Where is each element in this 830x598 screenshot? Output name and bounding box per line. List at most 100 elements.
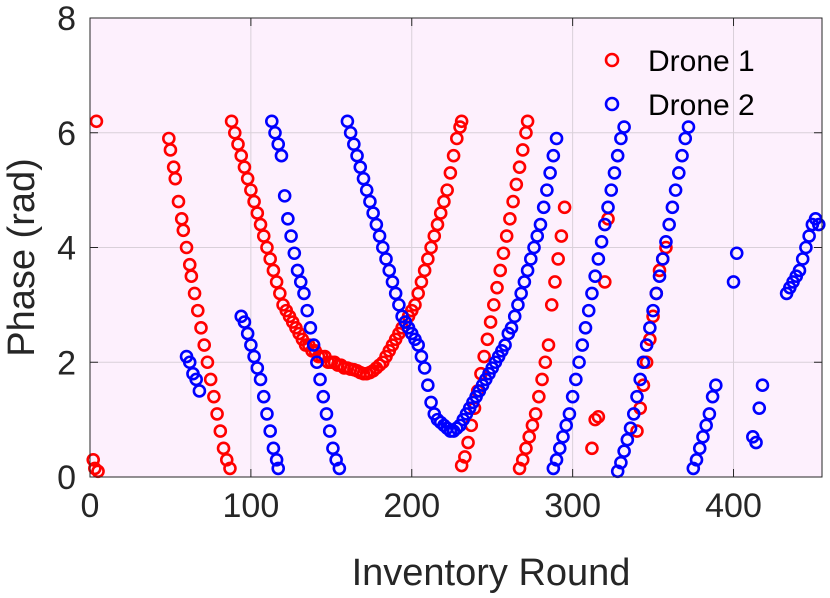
- data-point: [630, 424, 644, 438]
- data-point: [811, 217, 826, 232]
- data-point: [313, 372, 327, 387]
- data-point: [588, 269, 602, 283]
- data-point: [630, 389, 644, 404]
- data-point: [179, 240, 194, 255]
- data-point: [287, 246, 302, 261]
- data-point: [636, 355, 651, 370]
- data-point: [194, 321, 208, 335]
- data-point: [207, 389, 221, 404]
- data-point: [454, 114, 469, 129]
- legend: Drone 1 Drone 2: [604, 45, 755, 122]
- data-point: [726, 275, 741, 289]
- data-point: [477, 349, 491, 364]
- data-point: [503, 212, 517, 226]
- data-point: [598, 275, 612, 289]
- data-point: [458, 450, 472, 464]
- data-point: [598, 217, 612, 232]
- data-point: [729, 246, 744, 261]
- x-tick-label: 300: [544, 487, 601, 525]
- data-point: [623, 421, 638, 436]
- data-point: [316, 389, 331, 404]
- data-point: [192, 384, 207, 398]
- data-point: [446, 148, 461, 163]
- data-point: [649, 286, 664, 301]
- data-point: [163, 143, 178, 157]
- data-point: [277, 189, 292, 203]
- data-point: [601, 200, 615, 215]
- data-point: [551, 252, 565, 266]
- x-tick-label: 0: [81, 487, 100, 525]
- legend-label-drone-1: Drone 1: [648, 45, 755, 78]
- data-point: [496, 246, 511, 261]
- y-tick-label: 0: [57, 459, 76, 497]
- data-point: [578, 321, 593, 335]
- data-point: [626, 407, 641, 421]
- data-point: [541, 338, 556, 352]
- data-point: [327, 355, 342, 370]
- data-point: [643, 321, 657, 335]
- data-point: [269, 452, 284, 467]
- data-point: [528, 407, 543, 421]
- data-point: [310, 355, 324, 370]
- data-point: [450, 421, 464, 436]
- data-point: [557, 200, 572, 215]
- data-point: [752, 401, 767, 415]
- data-point: [655, 252, 670, 266]
- data-point: [702, 407, 717, 421]
- data-point: [493, 263, 508, 278]
- y-axis-label: Phase (rad): [1, 158, 43, 357]
- data-point: [607, 166, 622, 180]
- data-point: [532, 389, 546, 404]
- series-layer: [86, 114, 826, 479]
- data-point: [176, 223, 191, 238]
- data-point: [490, 280, 504, 295]
- data-point: [591, 252, 606, 266]
- data-point: [86, 452, 101, 467]
- data-point: [585, 286, 599, 301]
- data-point: [536, 200, 551, 215]
- data-point: [300, 303, 314, 318]
- data-point: [306, 338, 321, 352]
- data-point: [554, 229, 569, 243]
- x-tick-label: 400: [705, 487, 762, 525]
- data-point: [668, 183, 683, 197]
- data-point: [617, 120, 631, 134]
- data-point: [256, 389, 271, 404]
- data-point: [604, 183, 619, 197]
- data-point: [646, 303, 660, 318]
- data-point: [540, 183, 554, 197]
- y-tick-label: 6: [57, 115, 76, 153]
- data-point: [271, 461, 286, 476]
- data-point: [187, 286, 202, 301]
- data-point: [665, 200, 680, 215]
- data-point: [440, 421, 454, 436]
- series-2: [179, 114, 826, 479]
- data-point: [520, 114, 535, 129]
- x-tick-label: 200: [383, 487, 440, 525]
- data-point: [543, 166, 557, 180]
- data-point: [171, 194, 186, 209]
- data-point: [565, 389, 580, 404]
- data-point: [421, 378, 435, 393]
- legend-label-drone-2: Drone 2: [648, 89, 755, 122]
- y-tick-label: 4: [57, 230, 76, 268]
- data-point: [253, 372, 268, 387]
- data-point: [575, 338, 590, 352]
- data-point: [200, 355, 215, 370]
- legend-marker-drone-2: [604, 96, 620, 112]
- data-point: [538, 355, 553, 370]
- data-point: [372, 358, 387, 372]
- data-point: [515, 143, 530, 157]
- data-point: [535, 372, 549, 387]
- data-point: [610, 148, 625, 163]
- data-point: [548, 275, 562, 289]
- data-point: [585, 441, 599, 456]
- data-point: [662, 217, 676, 232]
- data-point: [440, 183, 454, 197]
- data-point: [483, 315, 498, 329]
- data-point: [591, 409, 606, 424]
- data-point: [168, 171, 183, 186]
- data-point: [509, 177, 524, 192]
- data-point: [755, 378, 770, 393]
